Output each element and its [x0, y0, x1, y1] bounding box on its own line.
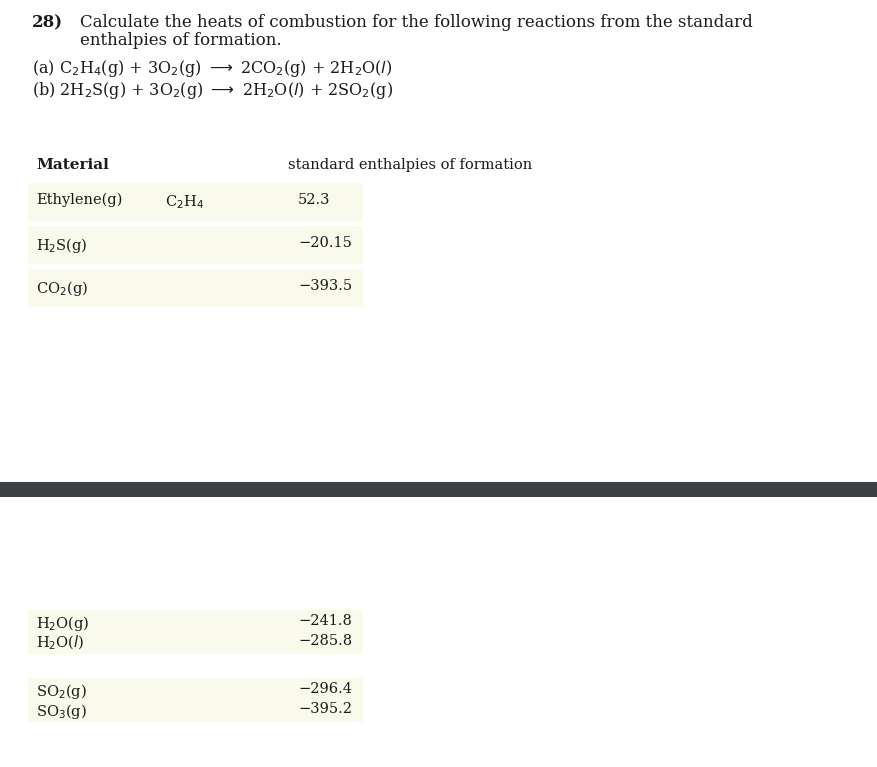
Bar: [28, 269, 362, 307]
Text: 52.3: 52.3: [297, 193, 330, 207]
Text: −241.8: −241.8: [297, 614, 352, 628]
Text: 28): 28): [32, 14, 63, 31]
Text: enthalpies of formation.: enthalpies of formation.: [80, 32, 282, 49]
Text: H$_2$O(g): H$_2$O(g): [36, 614, 89, 633]
Text: −285.8: −285.8: [297, 634, 352, 648]
Text: CO$_2$(g): CO$_2$(g): [36, 279, 88, 298]
Text: C$_2$H$_4$: C$_2$H$_4$: [165, 193, 203, 211]
Text: Material: Material: [36, 158, 109, 172]
Text: −393.5: −393.5: [297, 279, 352, 293]
Text: (b) 2H$_2$S(g) + 3O$_2$(g) $\longrightarrow$ 2H$_2$O($l$) + 2SO$_2$(g): (b) 2H$_2$S(g) + 3O$_2$(g) $\longrightar…: [32, 80, 393, 101]
Text: SO$_2$(g): SO$_2$(g): [36, 682, 87, 701]
Text: −395.2: −395.2: [297, 702, 352, 716]
Text: SO$_3$(g): SO$_3$(g): [36, 702, 87, 721]
Text: Calculate the heats of combustion for the following reactions from the standard: Calculate the heats of combustion for th…: [80, 14, 752, 31]
Text: H$_2$S(g): H$_2$S(g): [36, 236, 88, 255]
Text: −296.4: −296.4: [297, 682, 352, 696]
Bar: [28, 183, 362, 221]
Text: Ethylene(g): Ethylene(g): [36, 193, 122, 207]
Bar: [28, 226, 362, 264]
Bar: [28, 678, 362, 722]
Text: −20.15: −20.15: [297, 236, 352, 250]
Bar: [28, 610, 362, 654]
Text: H$_2$O($l$): H$_2$O($l$): [36, 634, 84, 653]
Bar: [0, 482, 877, 497]
Text: (a) C$_2$H$_4$(g) + 3O$_2$(g) $\longrightarrow$ 2CO$_2$(g) + 2H$_2$O($l$): (a) C$_2$H$_4$(g) + 3O$_2$(g) $\longrigh…: [32, 58, 392, 79]
Text: standard enthalpies of formation: standard enthalpies of formation: [288, 158, 531, 172]
